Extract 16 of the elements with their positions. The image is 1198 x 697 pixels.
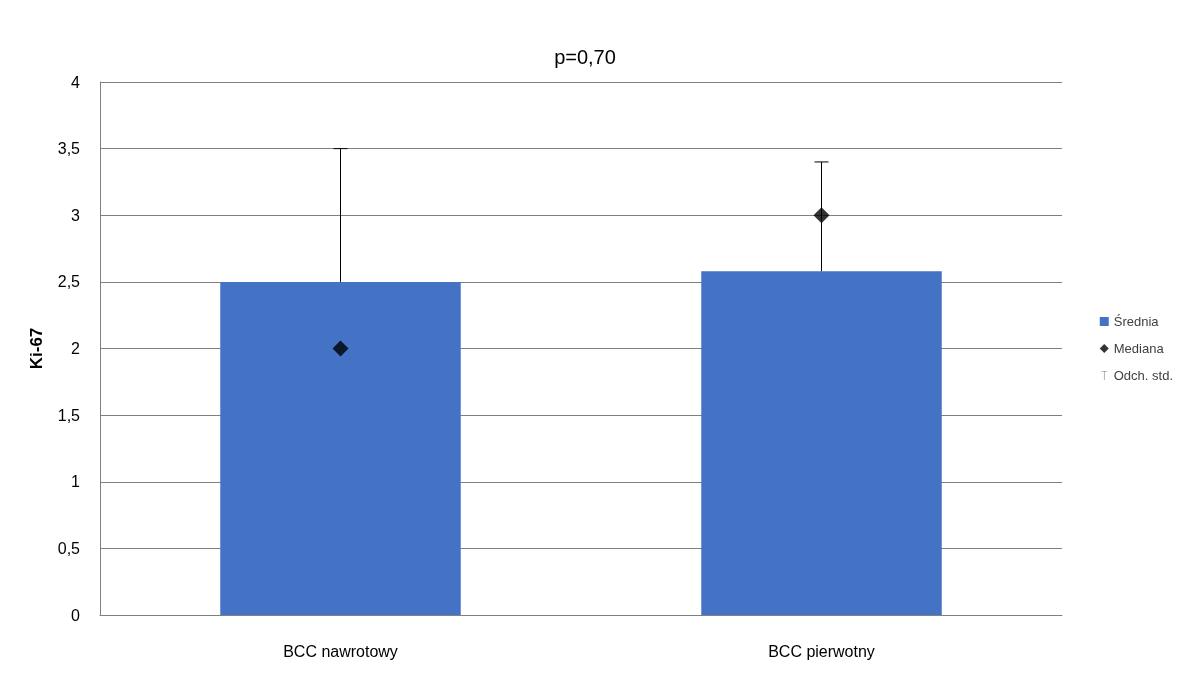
y-tick-label: 1 xyxy=(71,473,81,491)
x-tick-label: BCC nawrotowy xyxy=(283,642,398,660)
y-tick-label: 3,5 xyxy=(57,140,81,158)
text: Odch. std. xyxy=(1113,368,1173,383)
legend-label: Średnia xyxy=(1113,314,1160,329)
y-tick-label: 2,5 xyxy=(57,273,81,291)
y-tick-label: 2 xyxy=(71,340,81,357)
y-tick-label: 0,5 xyxy=(57,539,81,557)
y-tick-label: 0 xyxy=(71,606,81,624)
y-tick-label: 3 xyxy=(71,206,81,224)
legend-label: Mediana xyxy=(1113,341,1165,356)
chart-title: p=0,70 xyxy=(554,46,616,68)
x-tick-label: BCC pierwotny xyxy=(768,642,875,660)
y-tick-label: 4 xyxy=(71,73,81,91)
y-axis-title: Ki-67 xyxy=(27,327,46,370)
y-tick-label: 1,5 xyxy=(57,406,81,424)
